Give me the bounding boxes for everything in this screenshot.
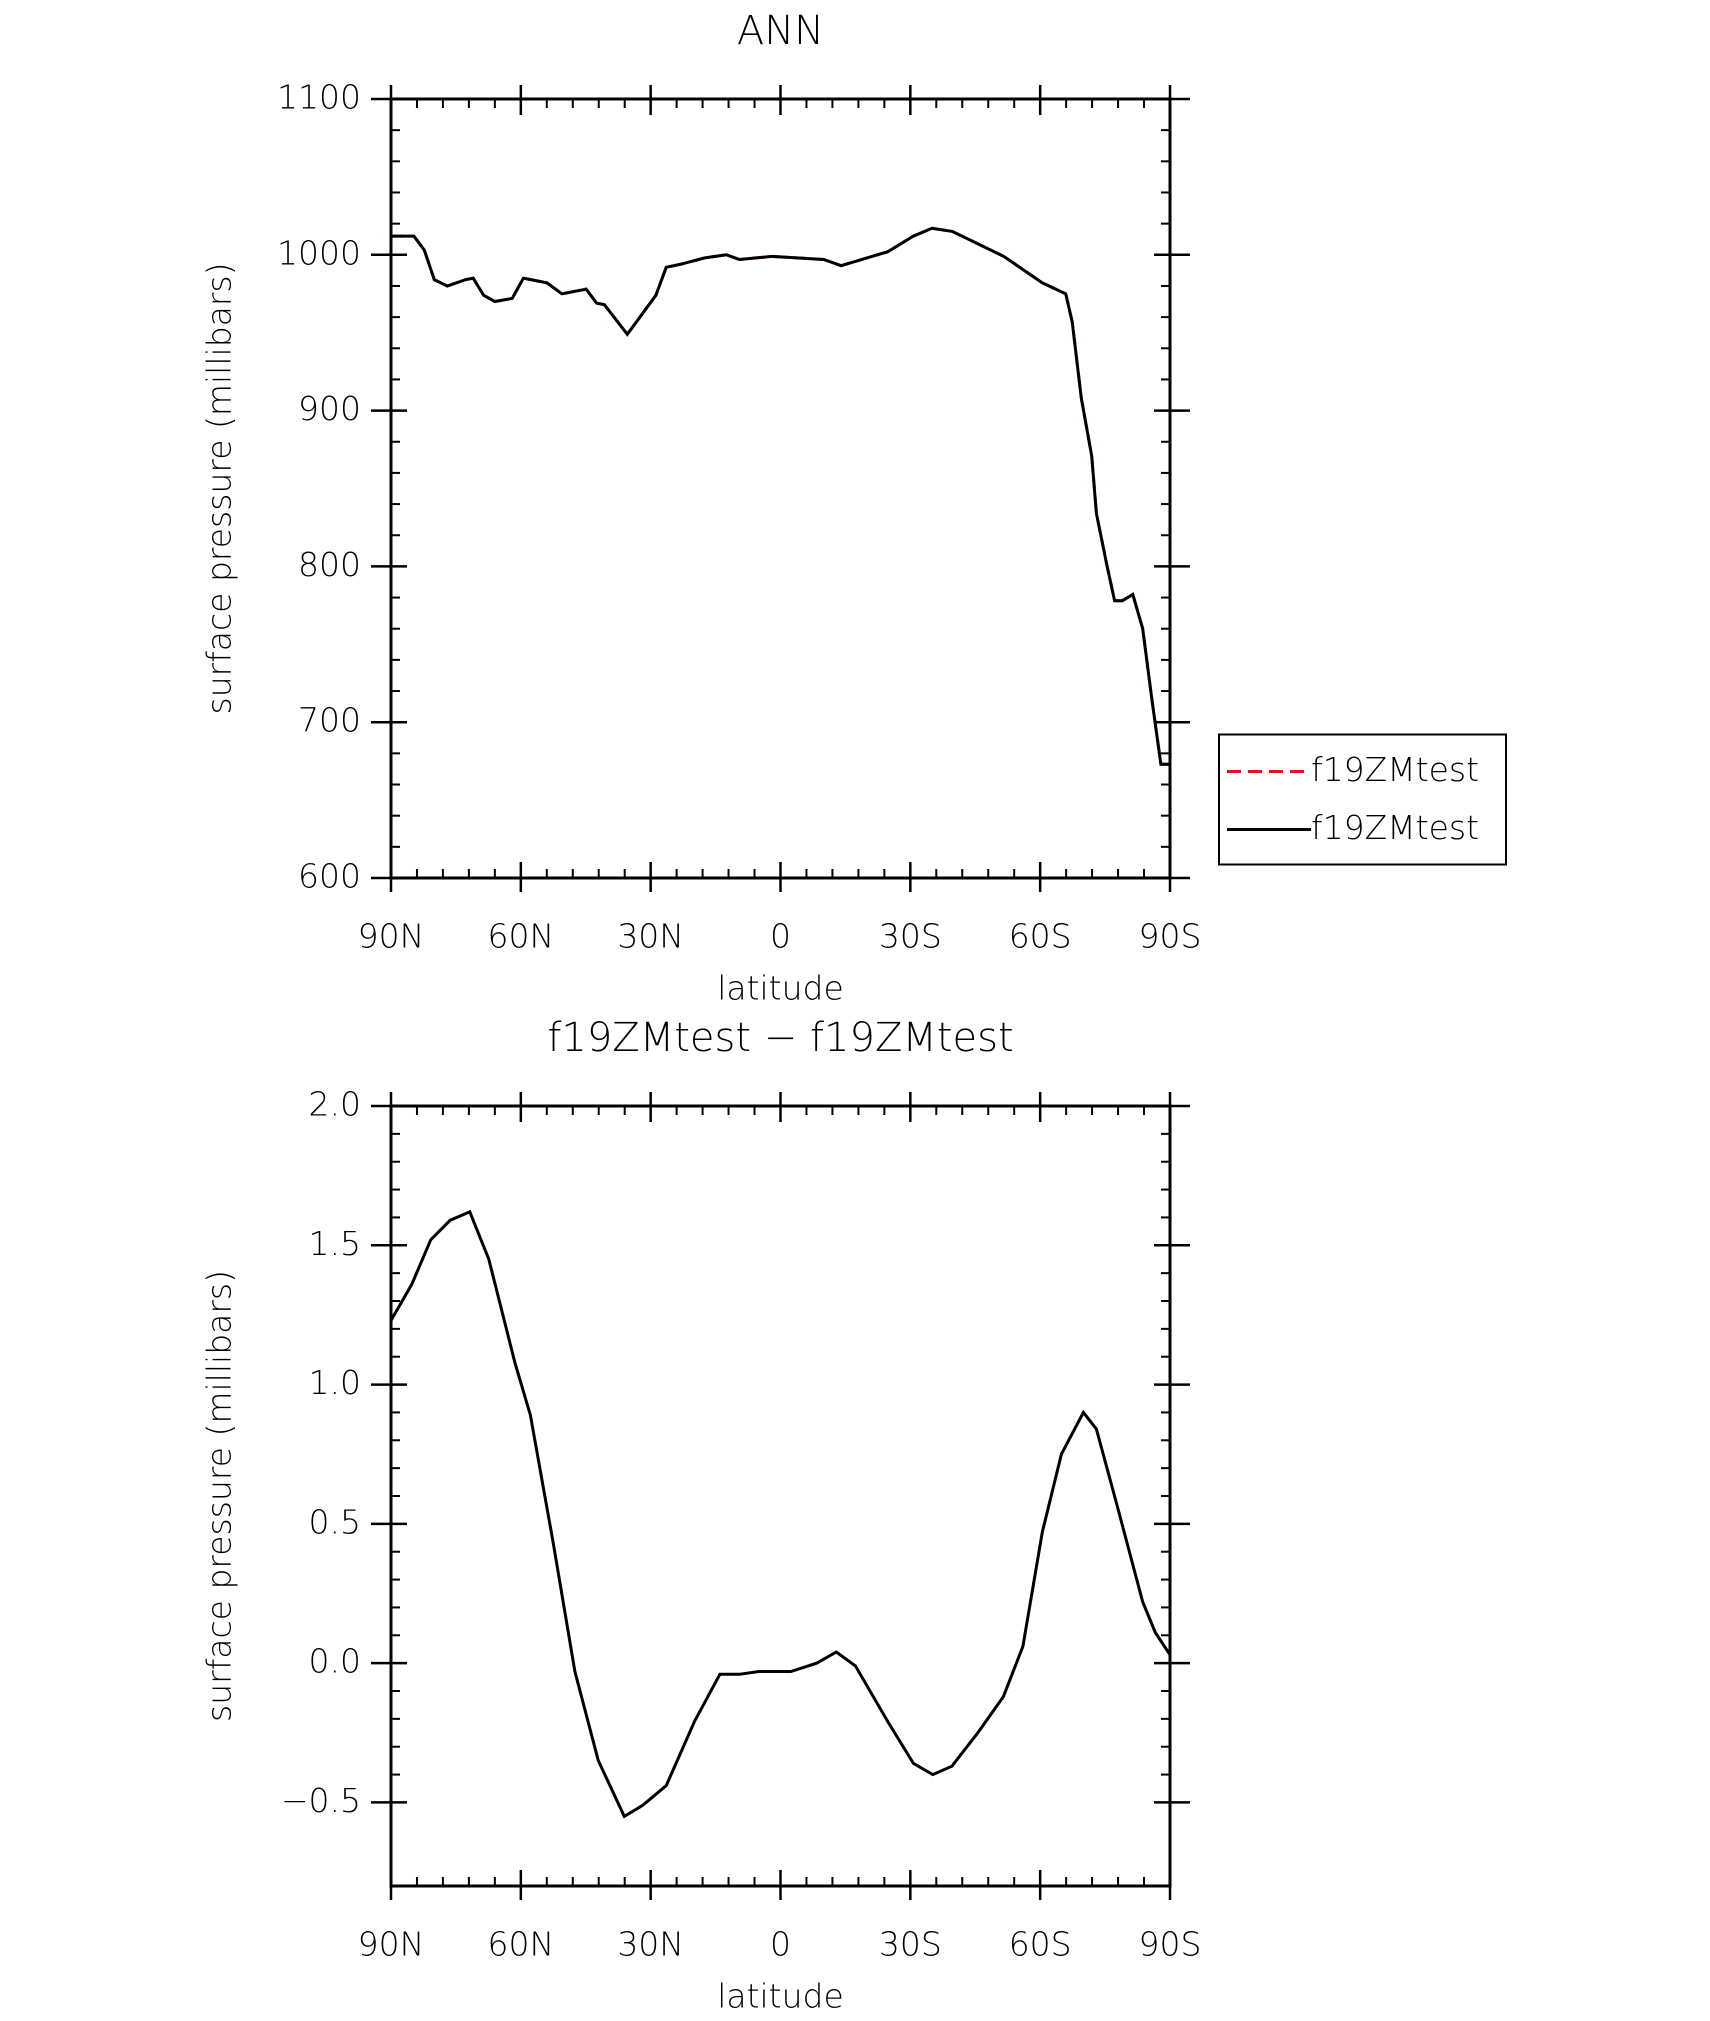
y-axis-label: surface pressure (millibars) xyxy=(200,1270,239,1722)
x-tick-label: 0 xyxy=(770,917,791,956)
x-tick-label: 30N xyxy=(617,1925,684,1964)
x-tick-label: 30S xyxy=(879,917,942,956)
plot-frame xyxy=(389,1104,1172,1888)
x-tick-label: 60S xyxy=(1009,917,1072,956)
x-tick-label: 0 xyxy=(770,1925,791,1964)
y-tick-label: 1100 xyxy=(277,78,361,117)
legend-label: f19ZMtest xyxy=(1311,808,1479,847)
y-tick-label: 700 xyxy=(298,701,361,740)
y-tick-label: −0.5 xyxy=(281,1781,361,1820)
y-tick-label: 900 xyxy=(298,389,361,428)
x-axis-label: latitude xyxy=(717,969,844,1008)
x-tick-label: 90N xyxy=(358,1925,425,1964)
y-tick-label: 0.5 xyxy=(309,1502,361,1541)
series-line xyxy=(391,226,1170,766)
chart-title: ANN xyxy=(737,8,824,54)
x-tick-label: 90S xyxy=(1139,917,1202,956)
chart-title: f19ZMtest − f19ZMtest xyxy=(547,1015,1013,1061)
x-tick-label: 90N xyxy=(358,917,425,956)
x-tick-label: 30S xyxy=(879,1925,942,1964)
x-tick-label: 90S xyxy=(1139,1925,1202,1964)
x-tick-label: 30N xyxy=(617,917,684,956)
y-tick-label: 1.0 xyxy=(309,1363,361,1402)
plot-frame xyxy=(389,97,1172,880)
y-axis-label: surface pressure (millibars) xyxy=(200,263,239,715)
legend-label: f19ZMtest xyxy=(1311,750,1479,789)
legend-box xyxy=(1218,733,1507,866)
y-tick-label: 1.5 xyxy=(309,1224,361,1263)
x-tick-label: 60N xyxy=(487,917,554,956)
series-line xyxy=(391,226,1170,766)
y-tick-label: 0.0 xyxy=(309,1642,361,1681)
x-tick-label: 60S xyxy=(1009,1925,1072,1964)
x-axis-label: latitude xyxy=(717,1977,844,2016)
y-tick-label: 2.0 xyxy=(309,1085,361,1124)
y-tick-label: 600 xyxy=(298,857,361,896)
series-line xyxy=(389,1209,1172,1819)
y-tick-label: 1000 xyxy=(277,233,361,272)
x-tick-label: 60N xyxy=(487,1925,554,1964)
y-tick-label: 800 xyxy=(298,545,361,584)
